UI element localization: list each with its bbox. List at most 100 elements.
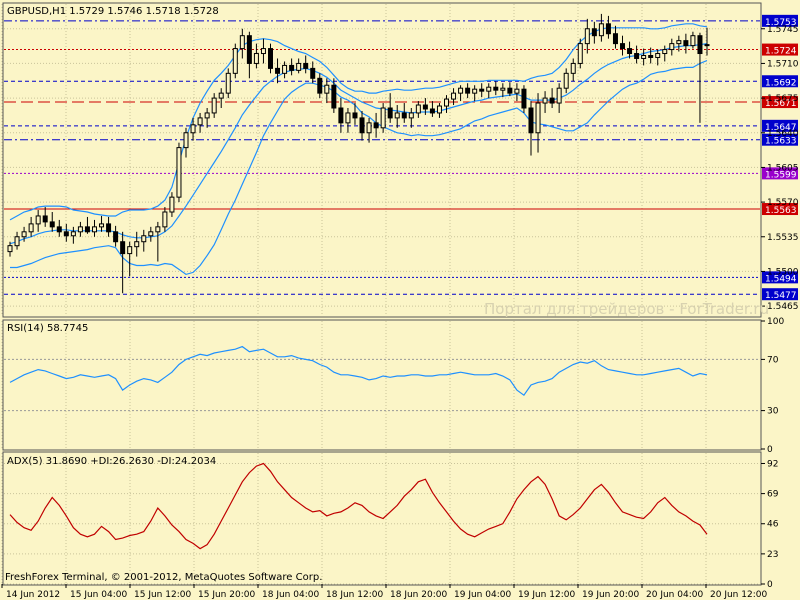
candle-body <box>500 87 506 91</box>
candle-body <box>176 147 182 198</box>
candle-body <box>310 67 316 79</box>
candle-body <box>648 55 654 58</box>
axis-labels: 14 Jun 2012 15 Jun 04:00 15 Jun 12:00 15 Ju… <box>1 25 799 600</box>
candle-body <box>239 35 245 50</box>
candle-body <box>28 223 34 233</box>
candle-body <box>598 23 604 37</box>
level-label-box <box>762 271 798 284</box>
candle-body <box>556 87 562 104</box>
candle-body <box>148 231 154 237</box>
candle-body <box>401 112 407 119</box>
rsi-line <box>9 345 708 397</box>
price-levels: 1.5753 1.5724 1.5692 1.5671 1.5647 1.5633 1.55… <box>4 14 798 301</box>
candle-body <box>605 23 611 35</box>
candle-body <box>465 87 471 94</box>
y-tick-label: 1.5465 <box>767 302 799 312</box>
footer-copyright: FreshForex Terminal, © 2001-2012, MetaQu… <box>5 572 322 583</box>
candle-body <box>676 40 682 45</box>
candle-body <box>77 226 83 233</box>
candle-body <box>493 86 499 91</box>
candle-body <box>211 97 217 114</box>
candle-body <box>120 241 126 255</box>
candle-body <box>282 64 288 74</box>
candle-body <box>84 226 90 233</box>
level-label: 1.5494 <box>765 274 797 284</box>
rsi-y-tick-label: 70 <box>767 355 779 365</box>
candle-body <box>690 35 696 47</box>
candle-body <box>345 112 351 124</box>
candle-body <box>429 108 435 114</box>
candle-body <box>155 226 161 233</box>
adx-y-tick-label: 69 <box>767 490 779 500</box>
candle-body <box>408 112 414 119</box>
candle-body <box>91 226 97 233</box>
candle-body <box>49 221 55 228</box>
candle-body <box>183 132 189 149</box>
candle-body <box>303 62 309 69</box>
candle-body <box>655 53 661 58</box>
bollinger-lower <box>10 59 708 276</box>
candle-body <box>99 223 105 228</box>
adx-y-tick-label: 23 <box>767 550 778 560</box>
candle-body <box>380 107 386 129</box>
level-label-box <box>762 133 798 146</box>
candle-body <box>415 104 421 114</box>
candle-body <box>127 246 133 255</box>
rsi-y-tick-label: 100 <box>767 317 784 327</box>
y-tick-label: 1.5675 <box>767 94 799 104</box>
candle-body <box>21 231 27 238</box>
level-label: 1.5633 <box>765 137 797 147</box>
adx-y-tick-label: 46 <box>767 520 779 530</box>
candle-body <box>472 88 478 94</box>
candle-body <box>260 48 266 55</box>
candle-body <box>296 62 302 71</box>
level-label-box <box>762 14 798 27</box>
y-tick-label: 1.5710 <box>767 59 799 69</box>
candle-body <box>204 112 210 119</box>
candle-body <box>422 104 428 110</box>
candle-body <box>232 48 238 74</box>
level-label-box <box>762 203 798 216</box>
adx-y-tick-label: 0 <box>767 580 773 590</box>
x-tick-label: 18 Jun 12:00 <box>326 590 383 600</box>
candle-body <box>387 107 393 119</box>
level-label: 1.5753 <box>765 18 797 28</box>
candle-body <box>113 231 119 243</box>
level-label-box <box>762 43 798 56</box>
candle-body <box>444 98 450 107</box>
candle-body <box>42 215 48 223</box>
candle-body <box>486 86 492 92</box>
bollinger-middle <box>9 43 708 245</box>
level-label: 1.5477 <box>765 291 797 301</box>
level-label-box <box>762 288 798 301</box>
candle-body <box>169 196 175 213</box>
rsi-y-tick-label: 0 <box>767 445 773 455</box>
level-label-box <box>762 167 798 180</box>
candle-body <box>324 84 330 94</box>
adx-y-tick-label: 92 <box>767 459 778 469</box>
candle-body <box>56 226 62 233</box>
price-panel[interactable] <box>2 2 762 318</box>
candle-body <box>246 35 252 64</box>
x-tick-label: 19 Jun 04:00 <box>454 590 511 600</box>
rsi-title: RSI(14) 58.7745 <box>7 323 88 334</box>
candle-body <box>507 87 513 94</box>
candle-body <box>225 72 231 94</box>
rsi-panel[interactable] <box>2 319 762 451</box>
candle-body <box>451 92 457 100</box>
x-tick-label: 15 Jun 12:00 <box>134 590 191 600</box>
candle-body <box>289 64 295 71</box>
candle-body <box>584 28 590 45</box>
x-tick-label: 20 Jun 04:00 <box>646 590 703 600</box>
candle-body <box>514 88 520 94</box>
candle-body <box>218 92 224 99</box>
level-label-box <box>762 96 798 109</box>
level-label: 1.5599 <box>765 170 797 180</box>
candle-body <box>549 97 555 104</box>
candle-body <box>683 40 689 47</box>
candle-body <box>253 53 259 64</box>
candle-body <box>373 122 379 129</box>
candle-body <box>7 245 13 253</box>
candle-body <box>359 117 365 134</box>
